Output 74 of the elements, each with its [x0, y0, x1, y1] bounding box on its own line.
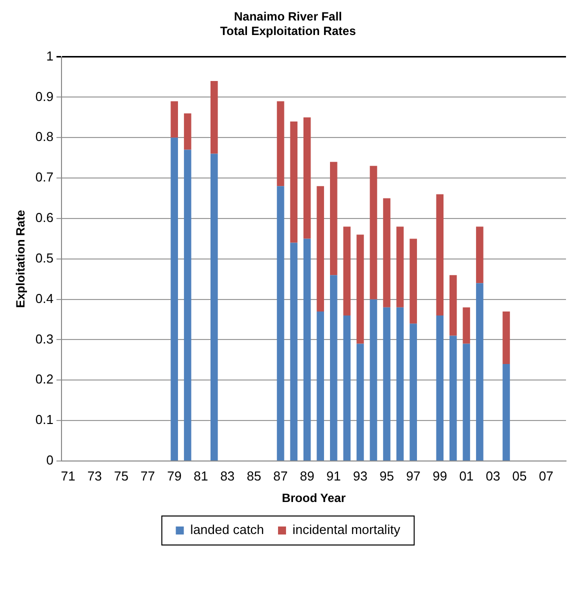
x-tick-label: 75 [114, 468, 128, 484]
bar [476, 226, 484, 284]
y-tick-label: 0.9 [35, 88, 54, 104]
bar [383, 198, 390, 308]
bar [343, 315, 351, 460]
x-tick-label: 99 [432, 468, 448, 484]
x-axis-title: Brood Year [282, 491, 346, 506]
y-tick-label: 0.8 [35, 129, 54, 144]
x-tick-label: 07 [538, 468, 554, 484]
x-tick-label: 95 [380, 468, 394, 484]
bar [210, 81, 218, 154]
x-tick-label: 79 [167, 468, 182, 484]
bar [370, 299, 378, 460]
bar [170, 138, 178, 460]
bar [184, 113, 192, 150]
bar [449, 275, 457, 336]
bar [316, 311, 324, 460]
bar [410, 238, 417, 324]
bar [449, 336, 457, 460]
y-tick-label: 0.2 [35, 372, 54, 387]
legend-label: incidental mortality [292, 522, 401, 538]
bar [502, 364, 510, 460]
bar [476, 283, 484, 460]
bar [330, 275, 338, 460]
bar [356, 344, 364, 460]
bar [276, 101, 284, 186]
y-tick-label: 0.7 [35, 170, 54, 185]
x-tick-label: 77 [140, 468, 156, 484]
bar [343, 226, 351, 316]
y-tick-label: 0.6 [35, 210, 54, 226]
y-tick-label: 1 [46, 48, 54, 64]
x-tick-label: 85 [246, 468, 262, 484]
bar [502, 311, 510, 364]
x-tick-label: 01 [459, 468, 474, 484]
legend-label: landed catch [190, 522, 264, 538]
x-tick-label: 03 [486, 468, 500, 484]
bar [303, 238, 311, 460]
x-tick-label: 87 [273, 468, 288, 484]
bar [316, 186, 324, 312]
bar [276, 186, 284, 460]
bar [396, 226, 404, 308]
x-tick-label: 89 [300, 468, 314, 484]
x-tick-label: 91 [326, 468, 341, 484]
x-tick-label: 71 [60, 468, 76, 484]
y-tick-label: 0.4 [35, 290, 54, 306]
y-tick-label: 0.5 [35, 250, 54, 266]
bar [170, 101, 178, 138]
bar [356, 234, 364, 344]
bar [410, 324, 417, 460]
x-tick-label: 97 [406, 468, 421, 484]
bar [303, 117, 311, 239]
x-tick-label: 81 [194, 468, 208, 484]
bar [436, 194, 444, 316]
bar [396, 307, 404, 460]
bar [290, 121, 298, 243]
text: Nanaimo River Fall [234, 10, 342, 24]
x-tick-label: 93 [352, 468, 368, 484]
x-tick-label: 73 [87, 468, 102, 484]
text: Total Exploitation Rates [220, 24, 356, 38]
x-tick-label: 05 [512, 468, 527, 484]
bar [290, 242, 298, 460]
bar [462, 307, 470, 344]
bar [370, 166, 378, 300]
y-tick-label: 0.1 [35, 412, 54, 428]
bar [184, 150, 192, 460]
bar [462, 344, 470, 460]
x-tick-label: 83 [220, 468, 235, 484]
y-axis-title: Exploitation Rate [14, 210, 28, 308]
y-tick-label: 0.3 [35, 331, 54, 346]
bar [330, 162, 338, 276]
bar [210, 154, 218, 460]
bar [436, 315, 444, 460]
y-tick-label: 0 [46, 452, 54, 468]
bar [383, 307, 390, 460]
